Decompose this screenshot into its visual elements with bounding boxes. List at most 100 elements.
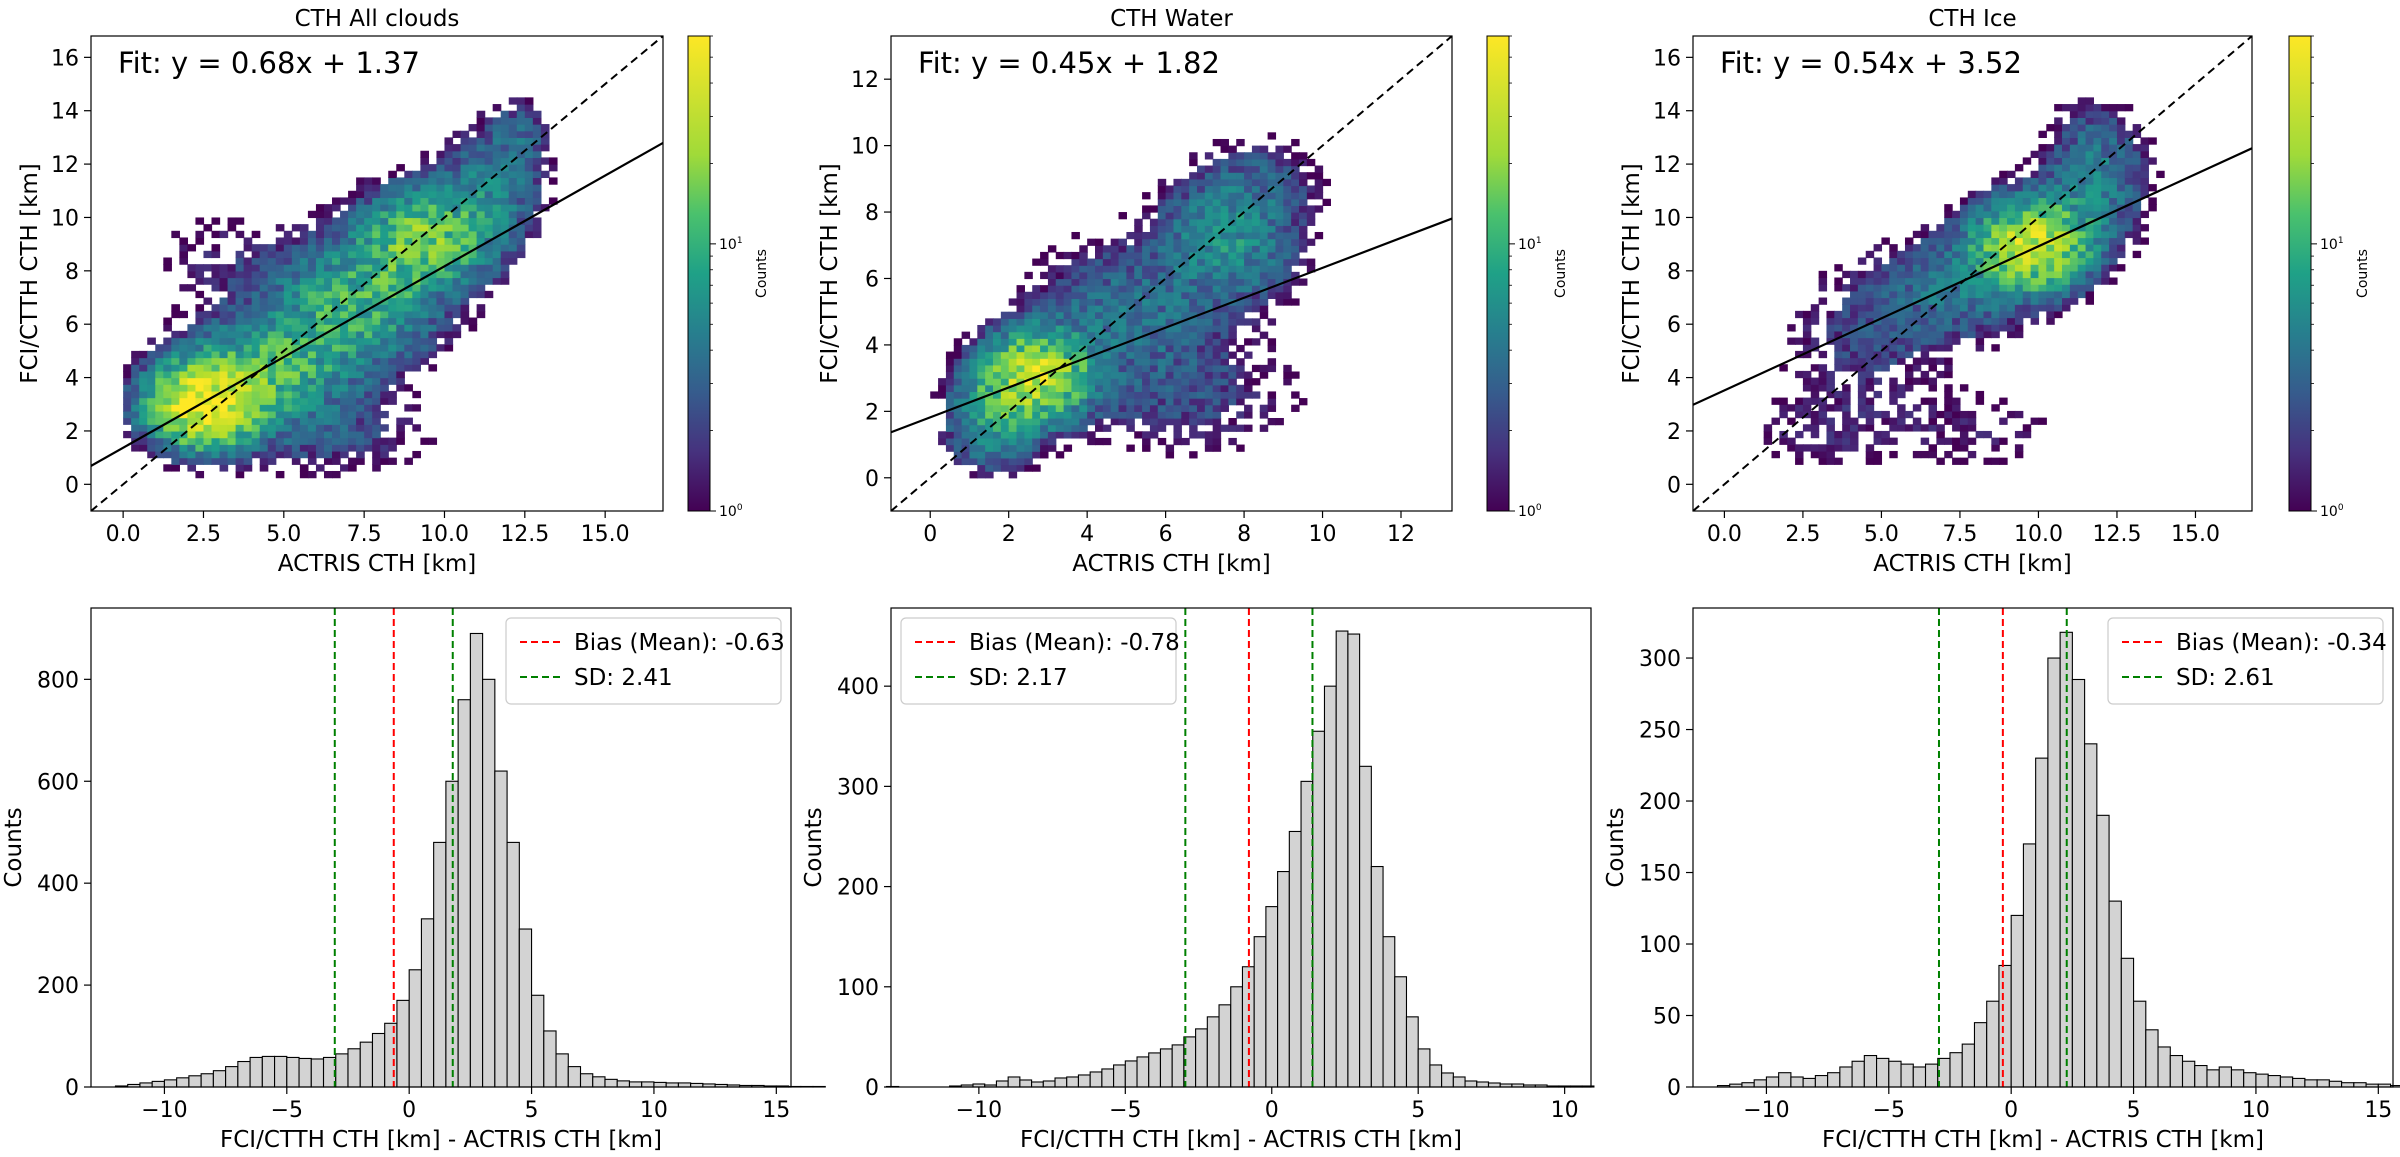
heatmap-cell bbox=[961, 364, 971, 373]
heatmap-cell bbox=[1975, 330, 1985, 339]
heatmap-cell bbox=[2022, 210, 2032, 219]
heatmap-cell bbox=[1095, 411, 1104, 419]
axes-frame bbox=[890, 607, 1592, 1088]
heatmap-cell bbox=[1991, 224, 2000, 232]
histogram-bar bbox=[628, 1081, 643, 1088]
heatmap-cell bbox=[2116, 197, 2126, 205]
heatmap-cell bbox=[428, 217, 438, 225]
heatmap-cell bbox=[1928, 344, 1937, 352]
heatmap-cell bbox=[412, 357, 421, 365]
chart-title: CTH Water bbox=[1110, 6, 1233, 32]
heatmap-cell bbox=[1055, 391, 1065, 399]
heatmap-cell bbox=[2038, 170, 2047, 179]
heatmap-cell bbox=[452, 177, 462, 185]
heatmap-cell bbox=[1149, 291, 1159, 300]
heatmap-cell bbox=[299, 317, 309, 325]
heatmap-cell bbox=[2062, 250, 2071, 259]
heatmap-cell bbox=[307, 417, 317, 425]
heatmap-cell bbox=[2093, 177, 2102, 185]
heatmap-cell bbox=[211, 337, 221, 345]
heatmap-cell bbox=[1204, 371, 1214, 379]
heatmap-cell bbox=[1944, 410, 1953, 419]
heatmap-cell bbox=[1079, 285, 1088, 293]
heatmap-cell bbox=[2077, 130, 2087, 139]
heatmap-cell bbox=[195, 430, 205, 439]
heatmap-cell bbox=[1212, 404, 1222, 412]
heatmap-cell bbox=[2054, 290, 2063, 299]
heatmap-cell bbox=[396, 330, 405, 339]
heatmap-cell bbox=[1314, 231, 1324, 240]
heatmap-cell bbox=[1079, 424, 1088, 432]
heatmap-cell bbox=[1047, 351, 1057, 359]
heatmap-cell bbox=[2116, 150, 2126, 159]
heatmap-cell bbox=[1212, 285, 1222, 293]
heatmap-cell bbox=[283, 430, 293, 439]
heatmap-cell bbox=[1944, 330, 1953, 339]
heatmap-cell bbox=[1110, 358, 1120, 366]
heatmap-cell bbox=[412, 310, 421, 319]
heatmap-cell bbox=[1173, 192, 1182, 200]
heatmap-cell bbox=[2014, 210, 2024, 219]
heatmap-cell bbox=[1826, 310, 1835, 319]
heatmap-cell bbox=[953, 371, 963, 379]
heatmap-cell bbox=[1826, 384, 1835, 392]
histogram-bar bbox=[237, 1060, 251, 1088]
heatmap-cell bbox=[969, 338, 978, 346]
heatmap-cell bbox=[251, 417, 261, 425]
heatmap-cell bbox=[428, 350, 438, 359]
heatmap-cell bbox=[1118, 384, 1127, 393]
heatmap-cell bbox=[364, 270, 373, 279]
heatmap-cell bbox=[1102, 298, 1112, 306]
heatmap-cell bbox=[1110, 331, 1120, 339]
heatmap-cell bbox=[1889, 284, 1898, 292]
heatmap-cell bbox=[1283, 158, 1292, 167]
heatmap-cell bbox=[364, 437, 373, 445]
heatmap-cell bbox=[396, 250, 405, 259]
heatmap-cell bbox=[1197, 378, 1206, 386]
heatmap-cell bbox=[2085, 297, 2095, 305]
heatmap-cell bbox=[332, 270, 341, 279]
heatmap-cell bbox=[2116, 177, 2126, 185]
heatmap-cell bbox=[977, 411, 986, 419]
heatmap-cell bbox=[243, 244, 253, 252]
x-axis-label: FCI/CTTH CTH [km] - ACTRIS CTH [km] bbox=[1020, 1127, 1462, 1153]
heatmap-cell bbox=[492, 217, 502, 225]
heatmap-cell bbox=[259, 304, 269, 312]
heatmap-cell bbox=[412, 404, 421, 412]
heatmap-cell bbox=[323, 297, 333, 305]
heatmap-cell bbox=[412, 297, 421, 305]
heatmap-cell bbox=[1079, 417, 1088, 426]
heatmap-cell bbox=[985, 424, 994, 432]
heatmap-cell bbox=[1087, 364, 1096, 373]
heatmap-cell bbox=[380, 190, 389, 199]
heatmap-cell bbox=[969, 404, 978, 412]
heatmap-cell bbox=[1818, 450, 1828, 459]
heatmap-cell bbox=[388, 264, 397, 272]
heatmap-cell bbox=[1299, 185, 1308, 193]
heatmap-cell bbox=[977, 417, 986, 426]
heatmap-cell bbox=[2077, 224, 2087, 232]
heatmap-cell bbox=[1920, 370, 1930, 379]
heatmap-cell bbox=[1291, 238, 1300, 246]
heatmap-cell bbox=[283, 244, 293, 252]
heatmap-cell bbox=[1283, 371, 1292, 379]
heatmap-cell bbox=[1173, 344, 1182, 353]
heatmap-cell bbox=[2054, 170, 2063, 179]
heatmap-cell bbox=[1904, 370, 1914, 379]
heatmap-cell bbox=[1102, 278, 1112, 286]
heatmap-cell bbox=[420, 337, 430, 345]
heatmap-cell bbox=[187, 370, 197, 379]
histogram-bar bbox=[1405, 1016, 1419, 1088]
heatmap-cell bbox=[179, 310, 189, 319]
heatmap-cell bbox=[259, 337, 269, 345]
heatmap-cell bbox=[1897, 304, 1906, 312]
heatmap-cell bbox=[380, 284, 389, 292]
heatmap-cell bbox=[1904, 270, 1914, 279]
heatmap-cell bbox=[1889, 377, 1898, 385]
heatmap-cell bbox=[187, 410, 197, 419]
heatmap-cell bbox=[1220, 258, 1229, 266]
heatmap-cell bbox=[1904, 410, 1914, 419]
heatmap-cell bbox=[187, 430, 197, 439]
heatmap-cell bbox=[492, 150, 502, 159]
